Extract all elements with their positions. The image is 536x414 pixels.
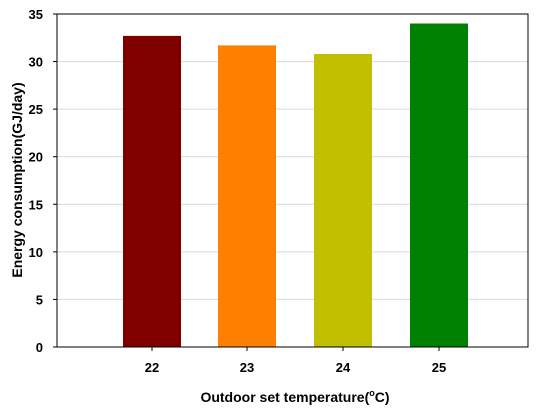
y-tick-label-10: 10	[29, 245, 43, 260]
bar-23	[218, 45, 276, 347]
y-tick-label-15: 15	[29, 197, 43, 212]
x-axis-ticks: 22 23 24 25	[145, 347, 446, 375]
x-axis-title-text: Outdoor set temperature(	[200, 389, 369, 405]
bar-25	[410, 23, 468, 348]
y-tick-label-30: 30	[29, 55, 43, 70]
x-axis-title-unit: C)	[375, 389, 390, 405]
x-tick-label-24: 24	[336, 360, 351, 375]
x-tick-label-23: 23	[240, 360, 254, 375]
x-axis-title: Outdoor set temperature(oC)	[200, 388, 389, 405]
y-tick-label-5: 5	[36, 292, 43, 307]
x-axis-title-degree: o	[369, 388, 375, 398]
y-tick-label-20: 20	[29, 150, 43, 165]
y-tick-label-0: 0	[36, 340, 43, 355]
bars	[123, 23, 468, 348]
y-axis-title: Energy consumption(GJ/day)	[9, 82, 25, 277]
bar-22	[123, 35, 181, 347]
y-axis-ticks: 0 5 10 15 20 25 30 35	[29, 7, 57, 355]
x-tick-label-22: 22	[145, 360, 159, 375]
plot-frame	[56, 13, 529, 348]
y-tick-label-35: 35	[29, 7, 43, 22]
y-tick-label-25: 25	[29, 102, 43, 117]
bar-24	[314, 53, 372, 348]
x-tick-label-25: 25	[432, 360, 446, 375]
